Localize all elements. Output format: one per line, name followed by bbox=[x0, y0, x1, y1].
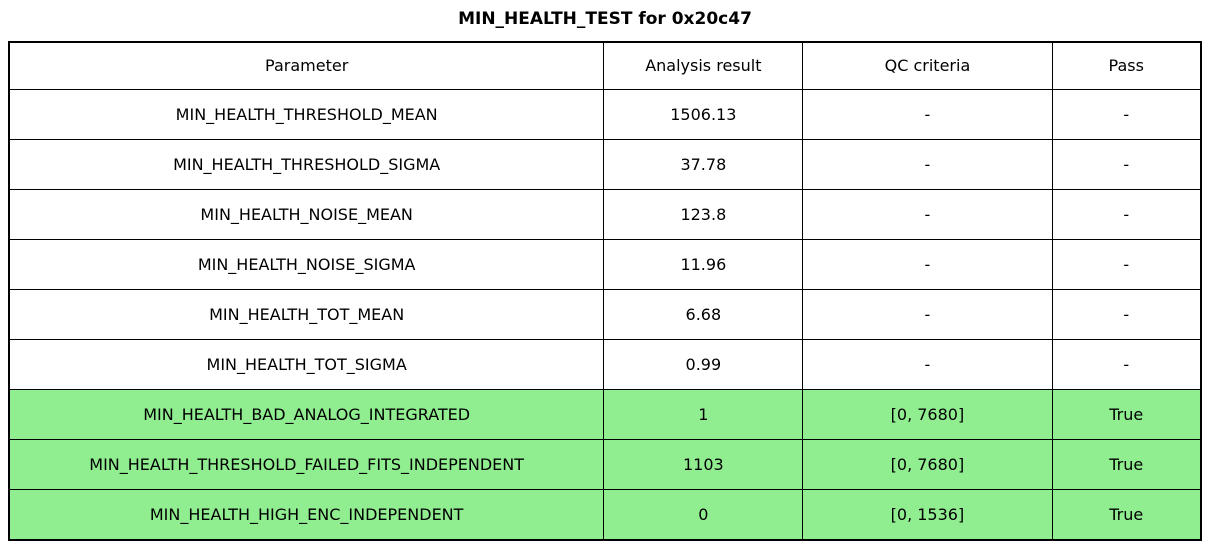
cell-pass: - bbox=[1051, 239, 1202, 290]
cell-qc-criteria: [0, 7680] bbox=[802, 439, 1053, 490]
header-row: Parameter Analysis result QC criteria Pa… bbox=[8, 41, 1202, 90]
column-header-qc-criteria: QC criteria bbox=[802, 41, 1053, 90]
cell-pass: True bbox=[1051, 389, 1202, 440]
column-header-parameter: Parameter bbox=[8, 41, 605, 90]
qc-results-table: Parameter Analysis result QC criteria Pa… bbox=[8, 40, 1202, 541]
table-row-passed: MIN_HEALTH_BAD_ANALOG_INTEGRATED 1 [0, 7… bbox=[8, 389, 1202, 440]
cell-pass: True bbox=[1051, 489, 1202, 540]
cell-qc-criteria: - bbox=[802, 189, 1053, 240]
cell-analysis-result: 0.99 bbox=[603, 339, 804, 390]
table-row: MIN_HEALTH_NOISE_SIGMA 11.96 - - bbox=[8, 239, 1202, 290]
chart-title: MIN_HEALTH_TEST for 0x20c47 bbox=[458, 9, 752, 29]
cell-parameter: MIN_HEALTH_THRESHOLD_SIGMA bbox=[8, 139, 605, 190]
table-row-passed: MIN_HEALTH_THRESHOLD_FAILED_FITS_INDEPEN… bbox=[8, 439, 1202, 490]
cell-analysis-result: 37.78 bbox=[603, 139, 804, 190]
column-header-pass: Pass bbox=[1051, 41, 1202, 90]
table-row: MIN_HEALTH_THRESHOLD_MEAN 1506.13 - - bbox=[8, 89, 1202, 140]
table-row-passed: MIN_HEALTH_HIGH_ENC_INDEPENDENT 0 [0, 15… bbox=[8, 489, 1202, 540]
cell-parameter: MIN_HEALTH_TOT_SIGMA bbox=[8, 339, 605, 390]
cell-qc-criteria: - bbox=[802, 139, 1053, 190]
cell-parameter: MIN_HEALTH_HIGH_ENC_INDEPENDENT bbox=[8, 489, 605, 540]
cell-parameter: MIN_HEALTH_NOISE_MEAN bbox=[8, 189, 605, 240]
cell-analysis-result: 0 bbox=[603, 489, 804, 540]
table-row: MIN_HEALTH_TOT_SIGMA 0.99 - - bbox=[8, 339, 1202, 390]
cell-pass: True bbox=[1051, 439, 1202, 490]
cell-qc-criteria: - bbox=[802, 289, 1053, 340]
cell-analysis-result: 6.68 bbox=[603, 289, 804, 340]
table-row: MIN_HEALTH_NOISE_MEAN 123.8 - - bbox=[8, 189, 1202, 240]
cell-qc-criteria: [0, 7680] bbox=[802, 389, 1053, 440]
cell-pass: - bbox=[1051, 139, 1202, 190]
cell-pass: - bbox=[1051, 289, 1202, 340]
cell-pass: - bbox=[1051, 189, 1202, 240]
cell-qc-criteria: [0, 1536] bbox=[802, 489, 1053, 540]
cell-pass: - bbox=[1051, 89, 1202, 140]
cell-analysis-result: 123.8 bbox=[603, 189, 804, 240]
cell-analysis-result: 1103 bbox=[603, 439, 804, 490]
table-row: MIN_HEALTH_THRESHOLD_SIGMA 37.78 - - bbox=[8, 139, 1202, 190]
cell-parameter: MIN_HEALTH_BAD_ANALOG_INTEGRATED bbox=[8, 389, 605, 440]
cell-pass: - bbox=[1051, 339, 1202, 390]
cell-qc-criteria: - bbox=[802, 239, 1053, 290]
table-row: MIN_HEALTH_TOT_MEAN 6.68 - - bbox=[8, 289, 1202, 340]
cell-analysis-result: 11.96 bbox=[603, 239, 804, 290]
cell-parameter: MIN_HEALTH_TOT_MEAN bbox=[8, 289, 605, 340]
column-header-analysis-result: Analysis result bbox=[603, 41, 804, 90]
cell-parameter: MIN_HEALTH_THRESHOLD_FAILED_FITS_INDEPEN… bbox=[8, 439, 605, 490]
cell-analysis-result: 1 bbox=[603, 389, 804, 440]
cell-parameter: MIN_HEALTH_NOISE_SIGMA bbox=[8, 239, 605, 290]
cell-qc-criteria: - bbox=[802, 89, 1053, 140]
cell-analysis-result: 1506.13 bbox=[603, 89, 804, 140]
cell-parameter: MIN_HEALTH_THRESHOLD_MEAN bbox=[8, 89, 605, 140]
cell-qc-criteria: - bbox=[802, 339, 1053, 390]
